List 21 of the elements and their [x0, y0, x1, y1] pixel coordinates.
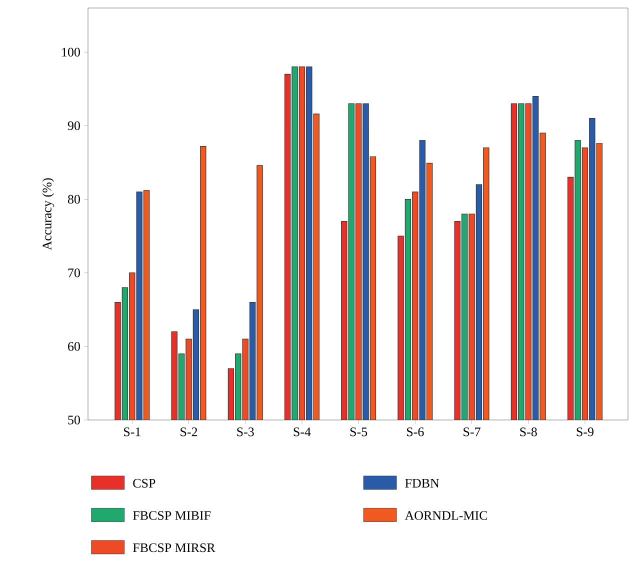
x-tick-label: S-3 [237, 428, 254, 436]
legend-label: AORNDL-MIC [404, 511, 488, 520]
y-tick-label: 50 [68, 416, 80, 424]
x-tick-label: S-5 [350, 428, 368, 436]
x-tick-label: S-6 [407, 428, 424, 436]
x-tick-label: S-2 [180, 428, 198, 436]
y-tick-label: 100 [62, 48, 80, 57]
legend-label: CSP [133, 478, 156, 488]
x-tick-label: S-8 [520, 428, 537, 436]
legend-label: FBCSP MIRSR [132, 543, 216, 552]
y-tick-label: 60 [68, 342, 80, 351]
y-tick-label: 70 [68, 268, 80, 278]
x-tick-label: S-7 [464, 428, 480, 436]
legend-label: FDBN [405, 478, 440, 488]
x-tick-label: S-9 [576, 428, 594, 436]
legend-label: FBCSP MIBIF [132, 511, 211, 520]
y-tick-label: 80 [68, 194, 80, 204]
y-tick-label: 90 [68, 121, 80, 130]
x-tick-label: S-4 [294, 428, 311, 436]
y-axis-title: Accuracy (%) [42, 178, 54, 250]
x-tick-label: S-1 [124, 428, 140, 436]
